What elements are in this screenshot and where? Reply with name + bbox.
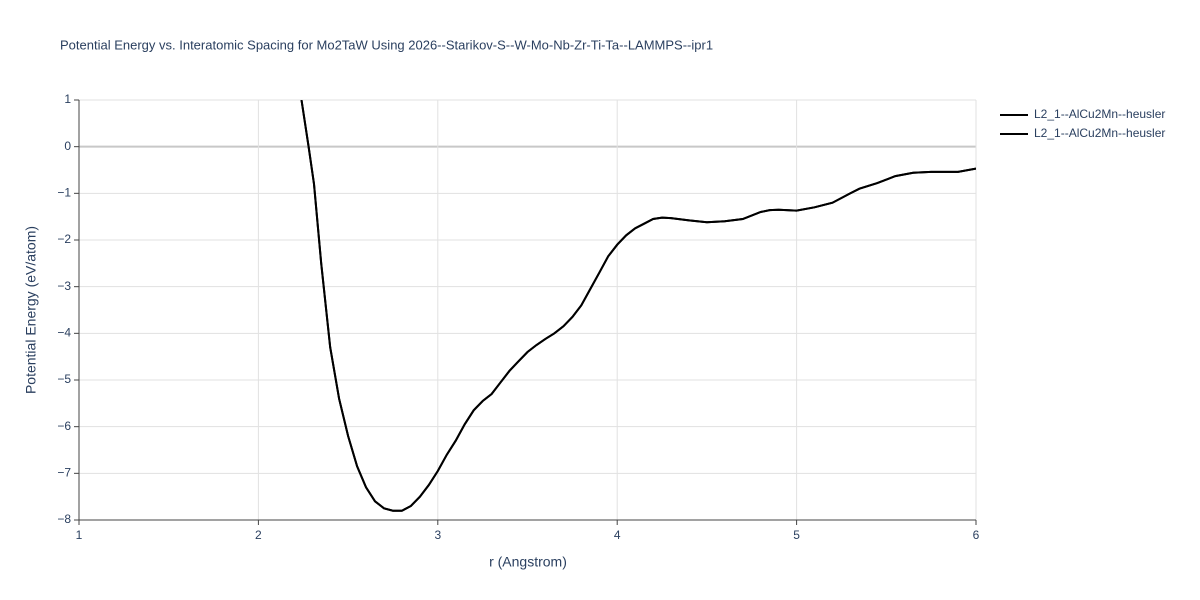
x-tick-label: 5 xyxy=(793,528,800,542)
data-line xyxy=(300,100,976,512)
y-tick-label: −7 xyxy=(57,466,71,480)
y-tick-label: −1 xyxy=(57,186,71,200)
data-line xyxy=(300,100,976,512)
x-tick-label: 1 xyxy=(76,528,83,542)
y-tick-label: −5 xyxy=(57,372,71,386)
x-axis-title: r (Angstrom) xyxy=(489,554,567,570)
legend-label: L2_1--AlCu2Mn--heusler xyxy=(1034,107,1165,121)
x-tick-label: 2 xyxy=(255,528,262,542)
chart-title: Potential Energy vs. Interatomic Spacing… xyxy=(60,37,713,52)
y-tick-label: −2 xyxy=(57,232,71,246)
legend-label: L2_1--AlCu2Mn--heusler xyxy=(1034,126,1165,140)
x-tick-label: 4 xyxy=(614,528,621,542)
x-tick-label: 3 xyxy=(434,528,441,542)
x-tick-label: 6 xyxy=(973,528,980,542)
y-axis-title: Potential Energy (eV/atom) xyxy=(23,226,39,394)
y-tick-label: 1 xyxy=(64,92,71,106)
y-tick-label: −6 xyxy=(57,419,71,433)
y-tick-label: 0 xyxy=(64,139,71,153)
y-tick-label: −8 xyxy=(57,512,71,526)
y-tick-label: −3 xyxy=(57,279,71,293)
y-tick-label: −4 xyxy=(57,326,71,340)
